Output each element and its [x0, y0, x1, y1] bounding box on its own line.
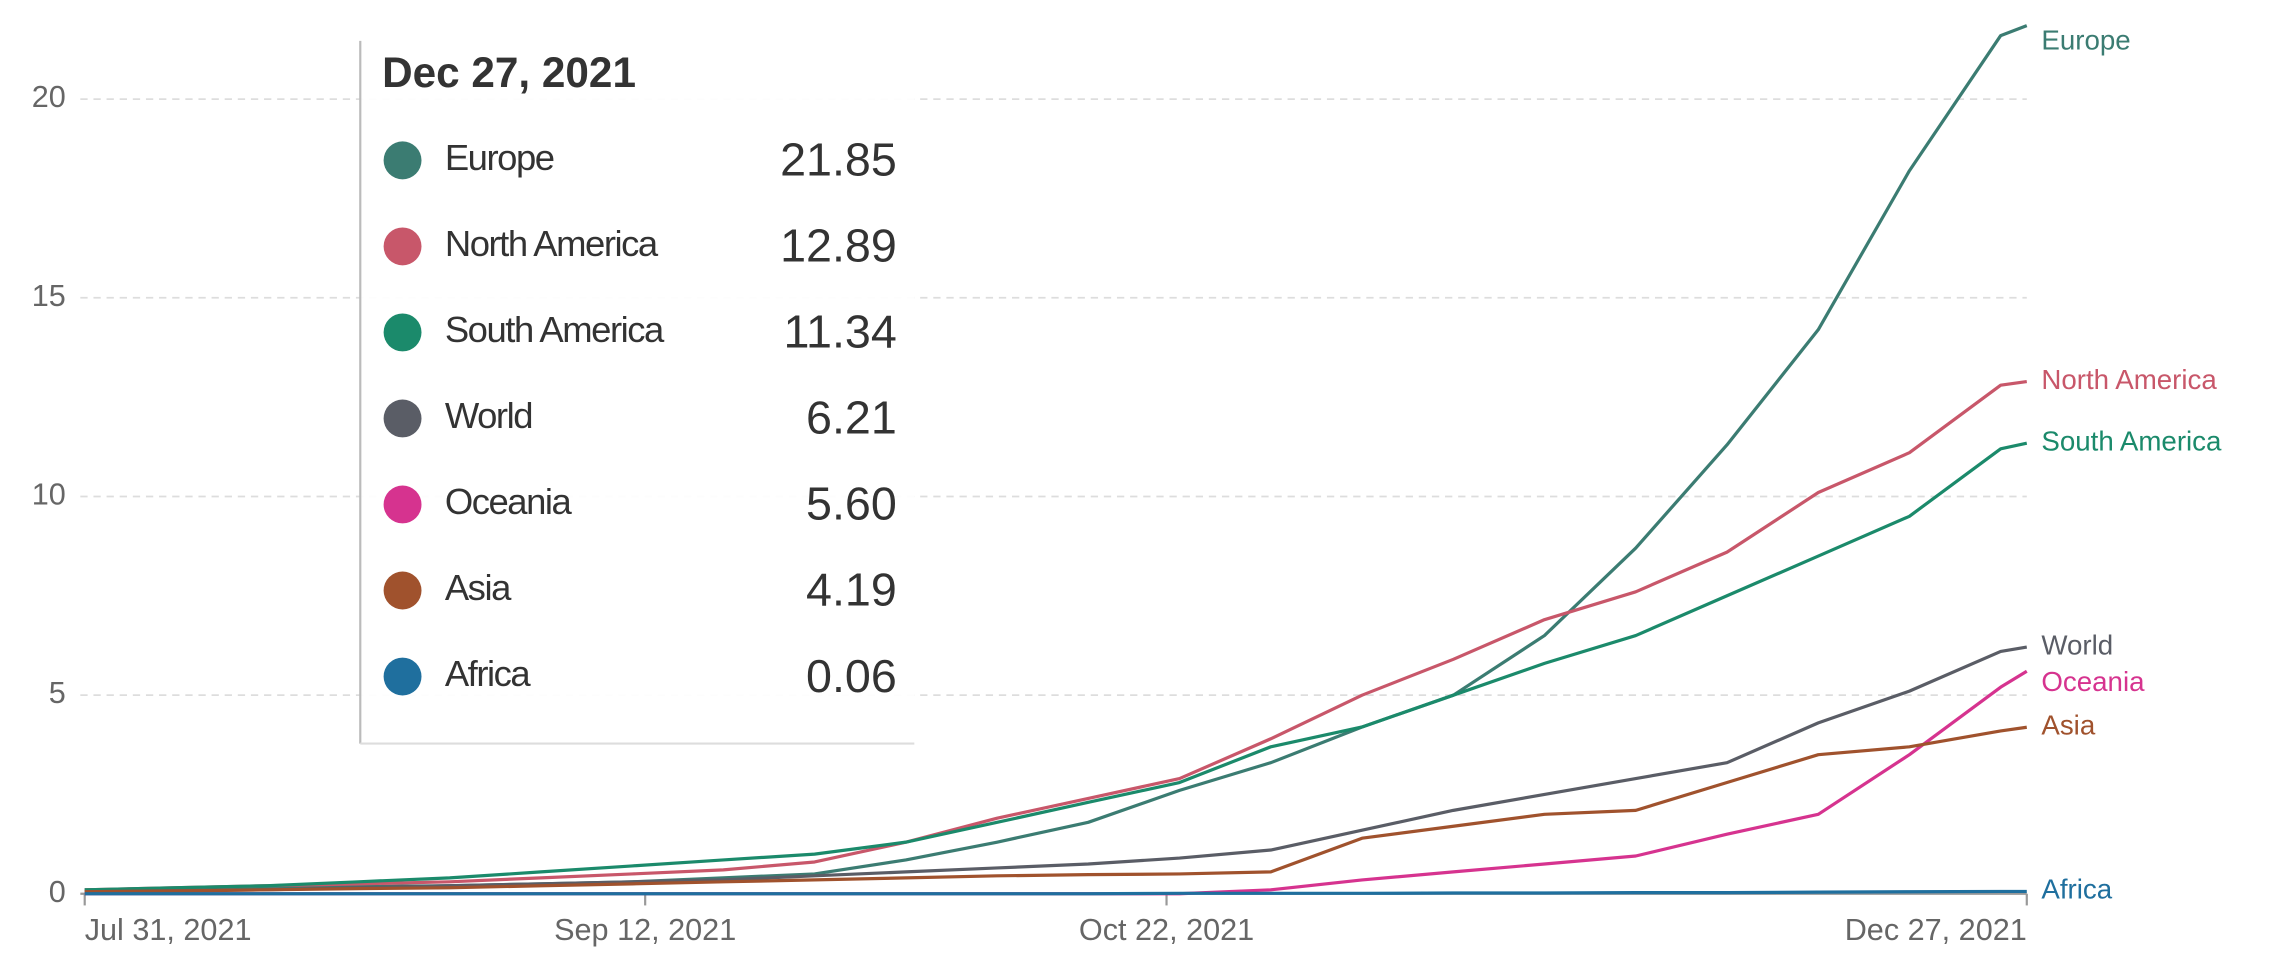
series-end-label: Africa — [2041, 874, 2112, 905]
tooltip-swatch — [383, 485, 422, 524]
series-line — [84, 441, 2028, 892]
y-tick-label: 10 — [32, 478, 66, 512]
tooltip-name: South America — [445, 309, 665, 350]
tooltip-swatch — [383, 227, 422, 266]
grid: 0 5 10 15 20 Jul 31, 2021 Sep 12, 2021 Oct 22, … — [32, 80, 2028, 947]
y-tick-label: 0 — [49, 875, 66, 909]
lines — [84, 24, 2028, 896]
tooltip-name: Africa — [445, 653, 532, 694]
tooltip-value: 5.60 — [806, 478, 897, 530]
tooltip-value: 12.89 — [780, 220, 897, 272]
tooltip-swatch — [383, 657, 422, 696]
tooltip-name: North America — [445, 223, 659, 264]
tooltip-swatch — [383, 399, 422, 438]
series-line — [84, 725, 2028, 894]
tooltip: Dec 27, 2021 Europe 21.85 North America 12.… — [359, 26, 915, 745]
tooltip-name: Oceania — [445, 481, 573, 522]
series-end-label: North America — [2041, 364, 2217, 395]
x-tick-label: Sep 12, 2021 — [554, 913, 736, 947]
tooltip-value: 0.06 — [806, 650, 897, 702]
tooltip-name: Asia — [445, 567, 512, 608]
tooltip-swatch — [383, 313, 422, 352]
tooltip-value: 11.34 — [784, 306, 897, 358]
series-line — [84, 379, 2028, 892]
series-end-label: Europe — [2041, 25, 2130, 56]
series-end-label: South America — [2041, 426, 2222, 457]
series-end-label: World — [2041, 629, 2113, 660]
labels: Europe North America South America World Oce… — [2041, 25, 2222, 905]
tooltip-value: 21.85 — [780, 134, 897, 186]
series-line — [84, 645, 2028, 894]
y-tick-label: 5 — [49, 676, 66, 710]
series-end-label: Oceania — [2041, 666, 2145, 697]
series-line — [84, 889, 2027, 896]
tooltip-swatch — [383, 141, 422, 180]
y-tick-label: 20 — [32, 80, 66, 114]
x-tick-label: Oct 22, 2021 — [1079, 913, 1254, 947]
tooltip-value: 6.21 — [806, 392, 897, 444]
tooltip-value: 4.19 — [806, 564, 897, 616]
x-tick-label: Jul 31, 2021 — [85, 913, 252, 947]
series-end-label: Asia — [2041, 710, 2095, 741]
x-tick-label: Dec 27, 2021 — [1845, 913, 2027, 947]
tooltip-name: Europe — [445, 137, 554, 178]
tooltip-swatch — [383, 571, 422, 610]
tooltip-box — [360, 26, 915, 744]
tooltip-title: Dec 27, 2021 — [382, 49, 636, 96]
tooltip-name: World — [445, 395, 532, 436]
y-tick-label: 15 — [32, 279, 66, 313]
